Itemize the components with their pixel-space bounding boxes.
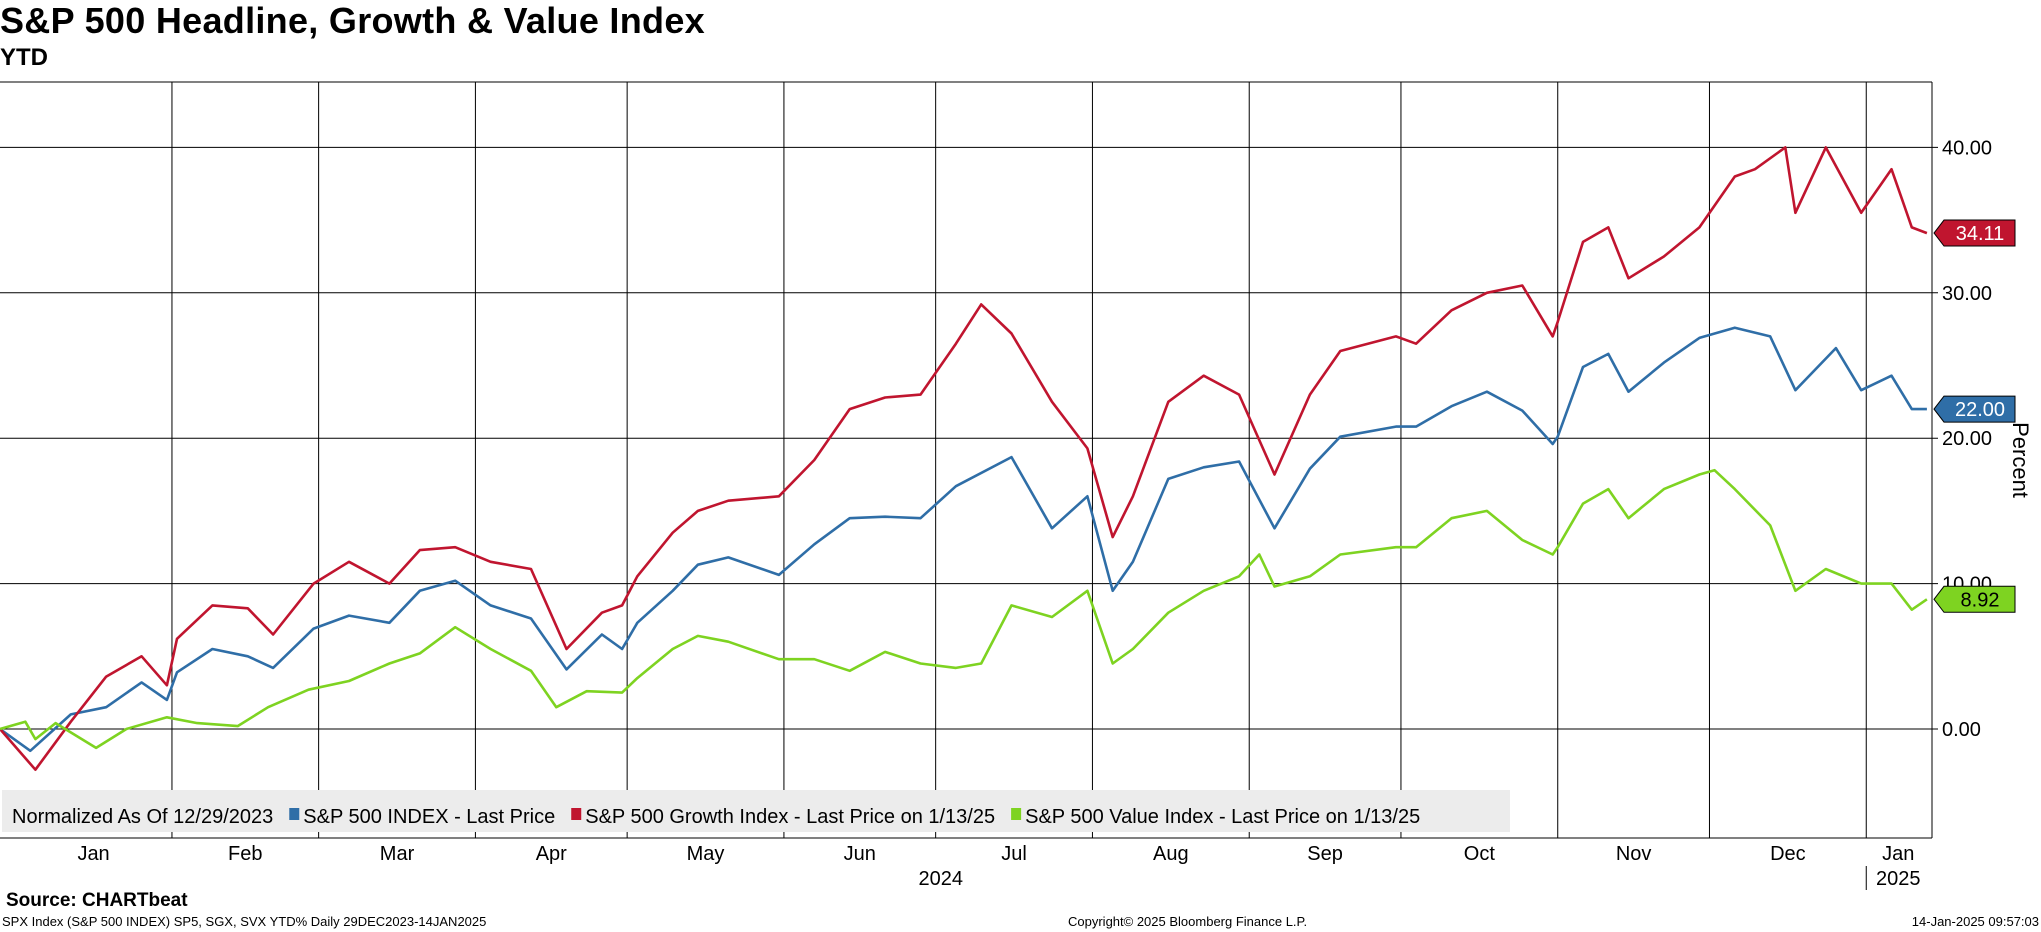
series-line-spx <box>0 326 1927 753</box>
legend-label-value: S&P 500 Value Index - Last Price on 1/13… <box>1025 806 1420 828</box>
year-label: 2025 <box>1876 868 1921 890</box>
year-label: 2024 <box>918 868 963 890</box>
y-tick-label: 30.00 <box>1942 283 1992 305</box>
y-tick-label: 20.00 <box>1942 428 1992 450</box>
x-tick-label: Apr <box>536 843 567 865</box>
legend-prefix: Normalized As Of 12/29/2023 <box>12 806 273 828</box>
legend-swatch-growth <box>571 808 582 820</box>
x-tick-label: Sep <box>1307 843 1343 865</box>
source-note: Source: CHARTbeat <box>6 890 188 911</box>
copyright-note: Copyright© 2025 Bloomberg Finance L.P. <box>1068 914 1308 929</box>
x-tick-label: Jun <box>844 843 876 865</box>
last-value-label-growth: 34.11 <box>1956 223 2005 245</box>
x-tick-label: May <box>687 843 725 865</box>
x-tick-label: Nov <box>1616 843 1652 865</box>
last-value-tag-spx <box>1933 395 2016 423</box>
x-tick-label: Oct <box>1464 843 1496 865</box>
x-tick-label: Aug <box>1153 843 1189 865</box>
chart-title: S&P 500 Headline, Growth & Value Index <box>0 0 705 41</box>
x-tick-label: Feb <box>228 843 262 865</box>
legend-swatch-value <box>1011 808 1022 820</box>
legend-swatch-spx <box>289 808 300 820</box>
last-value-tag-value <box>1933 585 2016 613</box>
timestamp: 14-Jan-2025 09:57:03 <box>1911 914 2039 929</box>
x-tick-label: Jul <box>1001 843 1027 865</box>
y-tick-label: 0.00 <box>1942 719 1981 741</box>
legend-label-spx: S&P 500 INDEX - Last Price <box>303 806 555 828</box>
y-tick-label: 40.00 <box>1942 137 1992 159</box>
last-value-label-spx: 22.00 <box>1955 399 2005 421</box>
legend-box <box>2 790 1510 832</box>
last-value-label-value: 8.92 <box>1961 589 2000 611</box>
x-tick-label: Jan <box>77 843 109 865</box>
series-line-growth <box>0 146 1928 772</box>
last-value-tag-growth <box>1933 219 2016 247</box>
x-tick-label: Jan <box>1882 843 1914 865</box>
chart-subtitle: YTD <box>0 44 48 71</box>
series-line-value <box>0 468 1928 750</box>
x-tick-label: Mar <box>380 843 415 865</box>
legend-label-growth: S&P 500 Growth Index - Last Price on 1/1… <box>585 806 995 828</box>
y-axis-label: Percent <box>2008 422 2033 498</box>
x-tick-label: Dec <box>1770 843 1806 865</box>
series-info: SPX Index (S&P 500 INDEX) SP5, SGX, SVX … <box>2 914 487 929</box>
